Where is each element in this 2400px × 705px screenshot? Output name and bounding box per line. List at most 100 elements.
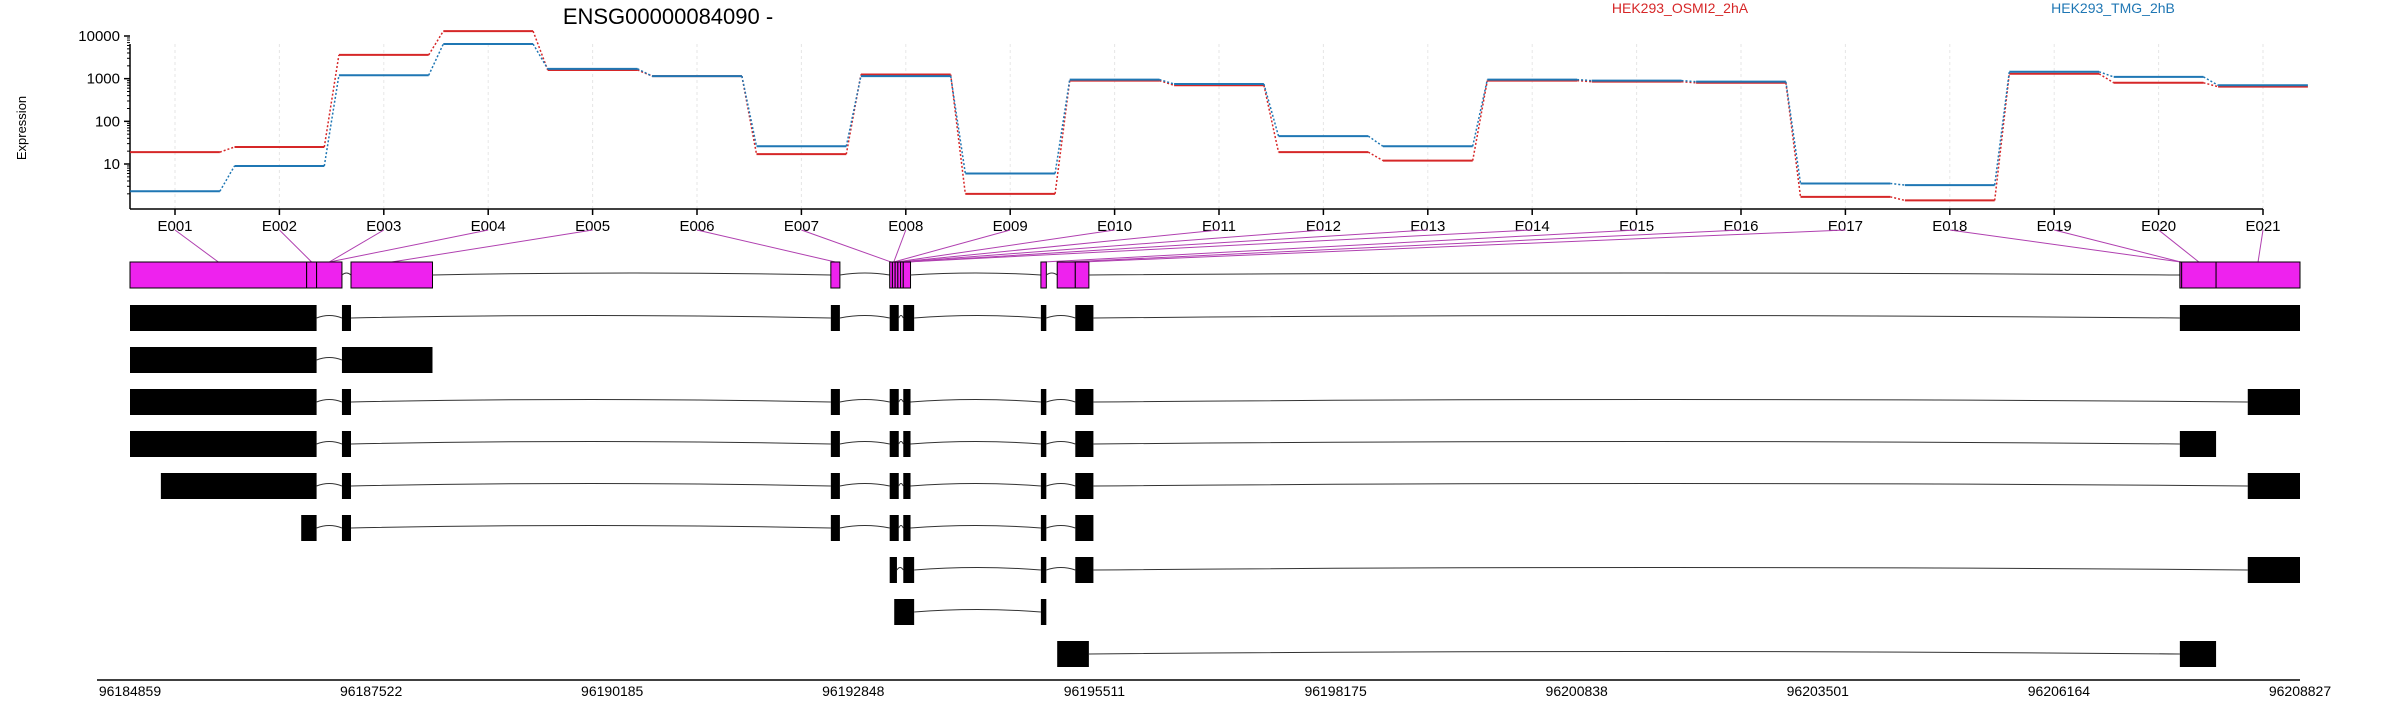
transcript-exon	[2247, 557, 2300, 583]
x-tick-label: E006	[679, 218, 714, 235]
series-connector	[1054, 80, 1071, 194]
coordinate-tick-label: 96206164	[2028, 683, 2091, 699]
x-tick-label: E003	[366, 218, 401, 235]
coordinate-tick-label: 96200838	[1546, 683, 1609, 699]
transcript-exon	[341, 515, 352, 541]
series-connector	[1367, 151, 1384, 162]
transcript-exon	[1040, 431, 1047, 457]
series-connector	[2098, 71, 2114, 78]
series-connector	[219, 165, 236, 192]
series-connector	[1993, 73, 2011, 201]
series-0	[130, 30, 2308, 202]
transcript-exon	[2179, 305, 2300, 331]
transcript-exon	[903, 431, 911, 457]
transcript-exon	[1040, 389, 1047, 415]
gene-intron	[910, 272, 1041, 276]
exon-connector	[906, 229, 1428, 263]
x-ticks: E001 E002 E003 E004 E005 E006 E007 E008 E009 E010…	[157, 209, 2281, 235]
transcript-exon	[830, 473, 840, 499]
y-tick-label: 1000	[87, 71, 120, 88]
transcript-intron	[350, 525, 831, 529]
transcript-exon	[1040, 305, 1047, 331]
transcript-intron	[1046, 315, 1076, 319]
coordinate-axis: 96184859 96187522 96190185 96192848 96195511…	[97, 679, 2331, 699]
x-tick-label: E019	[2037, 218, 2072, 235]
series-connector	[1681, 79, 1697, 83]
series-connector	[1263, 85, 1280, 153]
transcript-intron	[839, 399, 890, 403]
transcript-intron	[350, 441, 831, 445]
transcript-intron	[1093, 441, 2180, 445]
x-tick-label: E005	[575, 218, 610, 235]
gene-exon-bin	[830, 261, 841, 289]
transcript-row	[130, 389, 2300, 415]
coordinate-tick-label: 96203501	[1787, 683, 1850, 699]
x-tick-label: E016	[1723, 218, 1758, 235]
series-connector	[1471, 79, 1489, 147]
x-tick-label: E010	[1097, 218, 1132, 235]
transcript-intron	[1046, 525, 1076, 529]
transcript-intron	[316, 441, 343, 445]
x-tick-label: E009	[993, 218, 1028, 235]
exon-connector	[893, 229, 1011, 263]
gene-exon-bin	[1040, 261, 1047, 289]
exon-connector	[899, 229, 1220, 263]
gene-exon-bin	[316, 261, 343, 289]
series-connector	[2098, 73, 2115, 84]
transcript-exon	[894, 599, 915, 625]
transcript-intron	[910, 399, 1041, 403]
transcript-intron	[1046, 399, 1076, 403]
x-tick-label: E001	[157, 218, 192, 235]
x-tick-label: E008	[888, 218, 923, 235]
transcript-intron	[1093, 399, 2248, 403]
transcript-exon	[341, 305, 352, 331]
transcript-row	[1057, 641, 2217, 667]
transcript-row	[889, 557, 2300, 583]
series-connector	[323, 54, 340, 148]
x-tick-label: E012	[1306, 218, 1341, 235]
gene-intron	[341, 272, 352, 276]
transcript-intron	[839, 525, 890, 529]
chart-title: ENSG00000084090 -	[563, 4, 773, 29]
coordinate-tick-label: 96187522	[340, 683, 403, 699]
series-connector	[532, 30, 549, 71]
transcript-intron	[316, 399, 343, 403]
transcript-intron	[839, 315, 890, 319]
exon-connector	[801, 229, 892, 263]
series-connector	[1785, 81, 1802, 184]
gene-intron	[1046, 272, 1058, 276]
transcript-exon	[130, 389, 317, 415]
transcript-exon	[1040, 599, 1047, 625]
series-connector	[1993, 71, 2011, 186]
transcript-intron	[1046, 441, 1076, 445]
transcript-exon	[903, 515, 911, 541]
y-ticks: 10000 1000 100 10	[78, 28, 130, 195]
y-tick-label: 100	[95, 113, 120, 130]
transcript-exon	[1075, 557, 1094, 583]
x-tick-label: E011	[1202, 218, 1236, 235]
series-connector	[845, 75, 862, 147]
gene-intron	[432, 272, 831, 276]
gene-exon-bin	[129, 261, 308, 289]
x-tick-label: E020	[2141, 218, 2176, 235]
gene-exon-bin	[2215, 261, 2301, 289]
series-connector	[1367, 135, 1384, 147]
transcript-exon	[341, 389, 352, 415]
series-connector	[2203, 76, 2219, 86]
transcript-exon	[889, 473, 899, 499]
transcript-intron	[839, 441, 890, 445]
transcript-intron	[910, 483, 1041, 487]
series-connector	[323, 75, 340, 167]
exon-connector	[901, 229, 1324, 263]
exon-connector	[2158, 229, 2200, 263]
coordinate-tick-label: 96184859	[99, 683, 162, 699]
transcript-row	[130, 431, 2217, 457]
series-connector	[1577, 79, 1592, 83]
transcript-row	[160, 473, 2300, 499]
series-connector	[949, 75, 967, 174]
transcript-intron	[1093, 483, 2248, 487]
transcript-intron	[898, 315, 904, 319]
series-connector	[1054, 79, 1071, 174]
coordinate-tick-label: 96198175	[1304, 683, 1367, 699]
